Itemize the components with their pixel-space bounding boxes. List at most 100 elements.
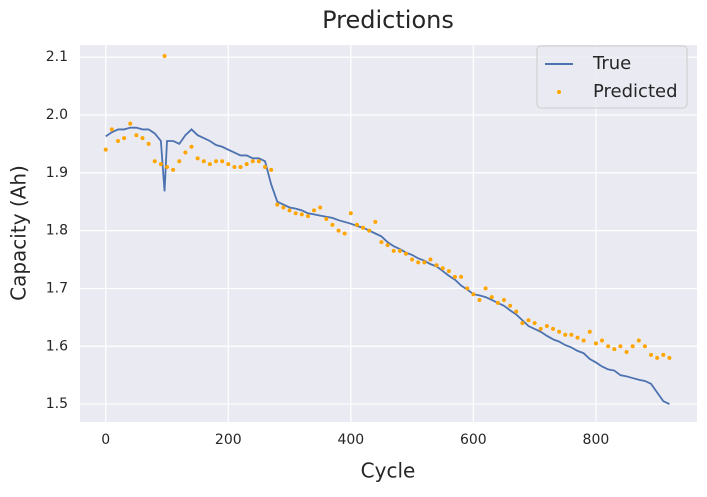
point	[569, 332, 574, 337]
point	[103, 147, 108, 152]
point	[514, 309, 519, 314]
point	[526, 318, 531, 323]
point	[630, 344, 635, 349]
y-axis-label: Capacity (Ah)	[7, 165, 31, 301]
point	[495, 300, 500, 305]
point	[593, 341, 598, 346]
y-tick-label: 1.8	[46, 223, 68, 239]
point	[152, 159, 157, 164]
y-tick-label: 2.1	[46, 49, 68, 65]
point	[446, 269, 451, 274]
point	[146, 141, 151, 146]
point	[508, 303, 513, 308]
point	[220, 159, 225, 164]
x-tick-label: 800	[583, 432, 610, 448]
point	[642, 344, 647, 349]
point	[275, 202, 280, 207]
point	[501, 297, 506, 302]
point	[299, 212, 304, 217]
x-tick-label: 0	[101, 432, 110, 448]
point	[581, 338, 586, 343]
point	[422, 260, 427, 265]
point	[416, 260, 421, 265]
point	[165, 165, 170, 170]
point	[238, 165, 243, 170]
point	[385, 243, 390, 248]
x-tick-label: 400	[337, 432, 364, 448]
point	[269, 167, 274, 172]
point	[361, 225, 366, 230]
point	[336, 228, 341, 233]
point	[667, 355, 672, 360]
point	[207, 162, 212, 167]
point	[195, 156, 200, 161]
point	[410, 257, 415, 262]
point	[428, 257, 433, 262]
point	[379, 240, 384, 245]
point	[532, 321, 537, 326]
y-tick-label: 1.9	[46, 165, 68, 181]
point	[391, 248, 396, 253]
point	[312, 208, 317, 213]
point	[189, 144, 194, 149]
point	[606, 344, 611, 349]
x-axis-label: Cycle	[361, 459, 416, 483]
point	[287, 208, 292, 213]
point	[201, 159, 206, 164]
point	[618, 344, 623, 349]
x-tick-label: 600	[460, 432, 487, 448]
point	[109, 127, 114, 132]
legend-label: True	[592, 53, 631, 74]
point	[128, 121, 133, 126]
point	[575, 335, 580, 340]
point	[226, 162, 231, 167]
point	[563, 332, 568, 337]
point	[397, 248, 402, 253]
point	[115, 138, 120, 143]
point	[434, 263, 439, 268]
point	[538, 326, 543, 331]
point	[134, 133, 139, 138]
point	[452, 274, 457, 279]
point	[367, 228, 372, 233]
legend-box	[536, 45, 688, 109]
point	[281, 205, 286, 210]
point	[263, 165, 268, 170]
point	[122, 136, 127, 141]
point	[649, 352, 654, 357]
point	[158, 162, 163, 167]
point	[477, 297, 482, 302]
point	[162, 53, 167, 58]
point	[293, 211, 298, 216]
chart-title: Predictions	[322, 6, 454, 34]
point	[232, 165, 237, 170]
legend-label: Predicted	[593, 81, 678, 102]
point	[459, 274, 464, 279]
point	[244, 162, 249, 167]
point	[342, 231, 347, 236]
point	[483, 286, 488, 291]
point	[612, 347, 617, 352]
point	[214, 159, 219, 164]
point	[256, 159, 261, 164]
point	[624, 350, 629, 355]
point	[318, 205, 323, 210]
point	[551, 326, 556, 331]
point	[557, 329, 562, 334]
y-tick-label: 1.6	[46, 338, 68, 354]
point	[489, 295, 494, 300]
point	[465, 286, 470, 291]
y-tick-label: 1.7	[46, 280, 68, 296]
point	[661, 352, 666, 357]
legend-swatch	[557, 90, 561, 94]
y-tick-label: 2.0	[46, 107, 68, 123]
point	[440, 266, 445, 271]
point	[324, 217, 329, 222]
point	[177, 159, 182, 164]
point	[544, 324, 549, 329]
y-tick-label: 1.5	[46, 396, 68, 412]
point	[354, 222, 359, 227]
line	[105, 126, 670, 405]
point	[348, 211, 353, 216]
